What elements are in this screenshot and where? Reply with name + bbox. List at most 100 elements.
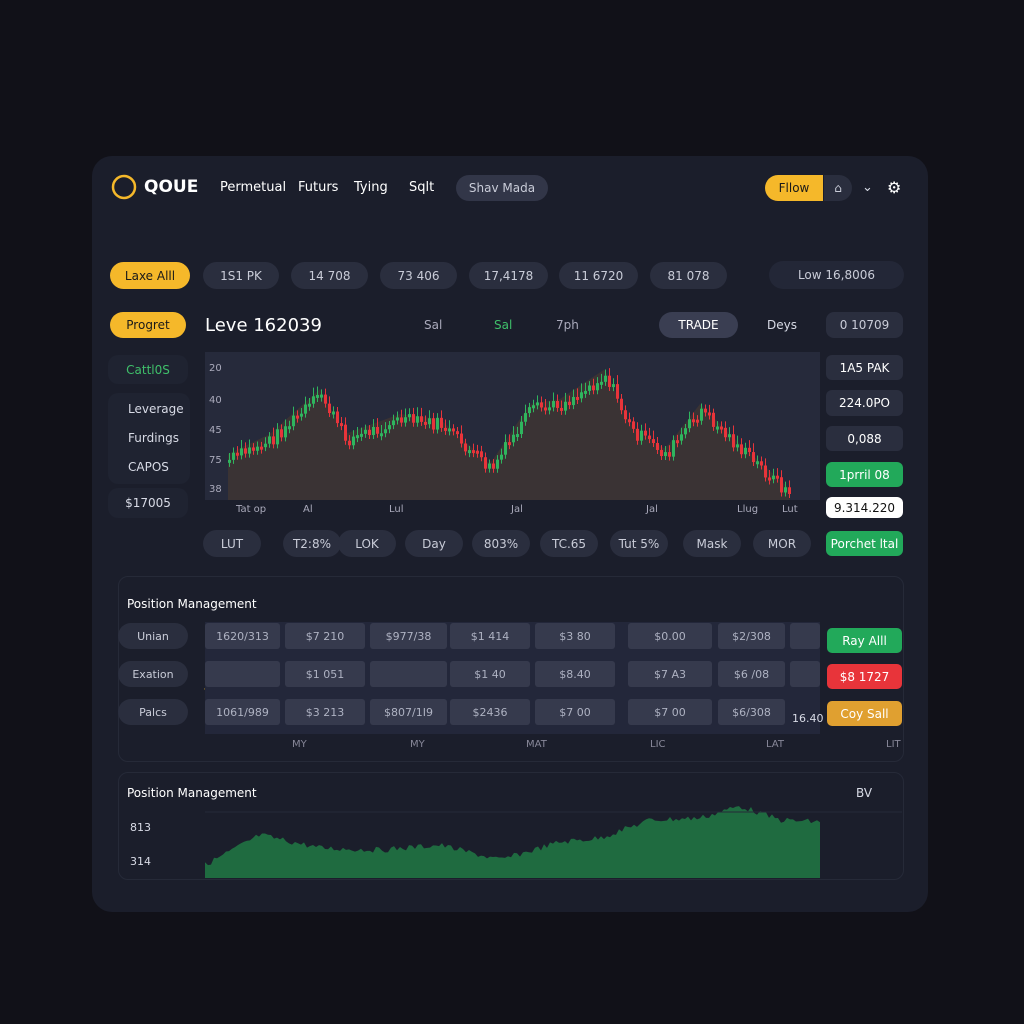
chip[interactable]: Tut 5% [610, 530, 668, 557]
chip[interactable]: T2:8% [283, 530, 341, 557]
candle [456, 431, 459, 435]
x-label: LAT [766, 739, 784, 750]
nav-item[interactable]: Sqlt [409, 180, 435, 195]
side-value[interactable]: 1prril 08 [826, 462, 903, 487]
candle [472, 450, 475, 454]
candle [756, 461, 759, 465]
x-label: MY [410, 739, 425, 750]
candle [268, 436, 271, 444]
side-value[interactable]: 224.0PO [826, 390, 903, 416]
candle [332, 411, 335, 415]
candle [632, 421, 635, 429]
candle [660, 449, 663, 457]
x-label: Jal [646, 504, 658, 515]
candle [580, 392, 583, 399]
candle [604, 375, 607, 382]
action-button[interactable]: Coy Sall [827, 701, 902, 726]
cell: $7 A3 [628, 661, 712, 687]
side-value[interactable]: 0,088 [826, 426, 903, 451]
mode-pill[interactable]: Shav Mada [456, 175, 548, 201]
candle [784, 487, 787, 493]
home-button[interactable]: ⌂ [824, 175, 852, 201]
primary-button[interactable]: Laxe Alll [110, 262, 190, 289]
candle [256, 446, 259, 451]
low-pill[interactable]: Low 16,8006 [769, 261, 904, 289]
stat-pill[interactable]: 81 078 [650, 262, 727, 289]
chip[interactable]: LOK [338, 530, 396, 557]
settings-icon[interactable]: ⚙ [887, 178, 902, 197]
row-label[interactable]: Palcs [118, 699, 188, 725]
menu-item[interactable]: Leverage [128, 402, 184, 416]
candle [376, 426, 379, 434]
candle [236, 452, 239, 456]
nav-item[interactable]: Tying [354, 180, 388, 195]
cell: $7 00 [628, 699, 712, 725]
row-label[interactable]: Unian [118, 623, 188, 649]
candle [436, 417, 439, 430]
cell: $3 80 [535, 623, 615, 649]
candle [644, 430, 647, 436]
side-value[interactable]: 1A5 PAK [826, 355, 903, 380]
menu-item[interactable]: Furdings [128, 431, 179, 445]
nav-item[interactable]: Futurs [298, 180, 339, 195]
candle [772, 475, 775, 480]
candle [640, 430, 643, 441]
stat-pill[interactable]: 14 708 [291, 262, 368, 289]
candle [400, 417, 403, 423]
candle [664, 452, 667, 457]
chevron[interactable]: ⌄ [862, 180, 873, 195]
price-pill[interactable]: 0 10709 [826, 312, 903, 338]
candle [292, 415, 295, 427]
action-button[interactable]: $8 1727 [827, 664, 902, 689]
candle [556, 401, 559, 408]
trade-button[interactable]: TRADE [659, 312, 738, 338]
side-value[interactable]: 9.314.220 [826, 497, 903, 518]
stat-pill[interactable]: 11 6720 [559, 262, 638, 289]
side-value[interactable]: Porchet ltal [826, 531, 903, 556]
chip[interactable]: LUT [203, 530, 261, 557]
primary-button[interactable]: Progret [110, 312, 186, 338]
cell: $7 210 [285, 623, 365, 649]
sidebar-menu [108, 393, 190, 484]
candle [708, 412, 711, 416]
stat-pill[interactable]: 1S1 PK [203, 262, 279, 289]
action-button[interactable]: Ray Alll [827, 628, 902, 653]
filter[interactable]: 7ph [556, 318, 579, 332]
x-label: MAT [526, 739, 547, 750]
candle [460, 433, 463, 444]
x-label: Llug [737, 504, 759, 515]
chart-title: Leve 162039 [205, 315, 322, 336]
candle [516, 434, 519, 438]
chip[interactable]: 803% [472, 530, 530, 557]
row-label[interactable]: Exation [118, 661, 188, 687]
chip[interactable]: MOR [753, 530, 811, 557]
stat-pill[interactable]: 17,4178 [469, 262, 548, 289]
period-select[interactable]: BV [856, 786, 873, 800]
sidebar-top[interactable]: Cattl0S [108, 355, 188, 384]
candle [492, 463, 495, 469]
candle [600, 381, 603, 385]
filter[interactable]: Sal [424, 318, 443, 332]
candle [360, 433, 363, 437]
chip[interactable]: Mask [683, 530, 741, 557]
cell: $8.40 [535, 661, 615, 687]
stat-pill[interactable]: 73 406 [380, 262, 457, 289]
follow-button[interactable]: Fllow [765, 175, 823, 201]
cell: 1620/313 [205, 623, 280, 649]
days-select[interactable]: Deys [767, 318, 797, 332]
cell: $1 40 [450, 661, 530, 687]
candle [432, 418, 435, 430]
chip[interactable]: Day [405, 530, 463, 557]
candle [340, 423, 343, 427]
cell: $3 213 [285, 699, 365, 725]
filter[interactable]: Sal [494, 318, 513, 332]
candle [396, 417, 399, 421]
candle [704, 408, 707, 413]
menu-item[interactable]: CAPOS [128, 460, 169, 474]
chip[interactable]: TC.65 [540, 530, 598, 557]
x-label: Jal [511, 504, 523, 515]
candle [228, 459, 231, 463]
candle [560, 407, 563, 411]
nav-item[interactable]: Permetual [220, 180, 287, 195]
candle [732, 434, 735, 448]
